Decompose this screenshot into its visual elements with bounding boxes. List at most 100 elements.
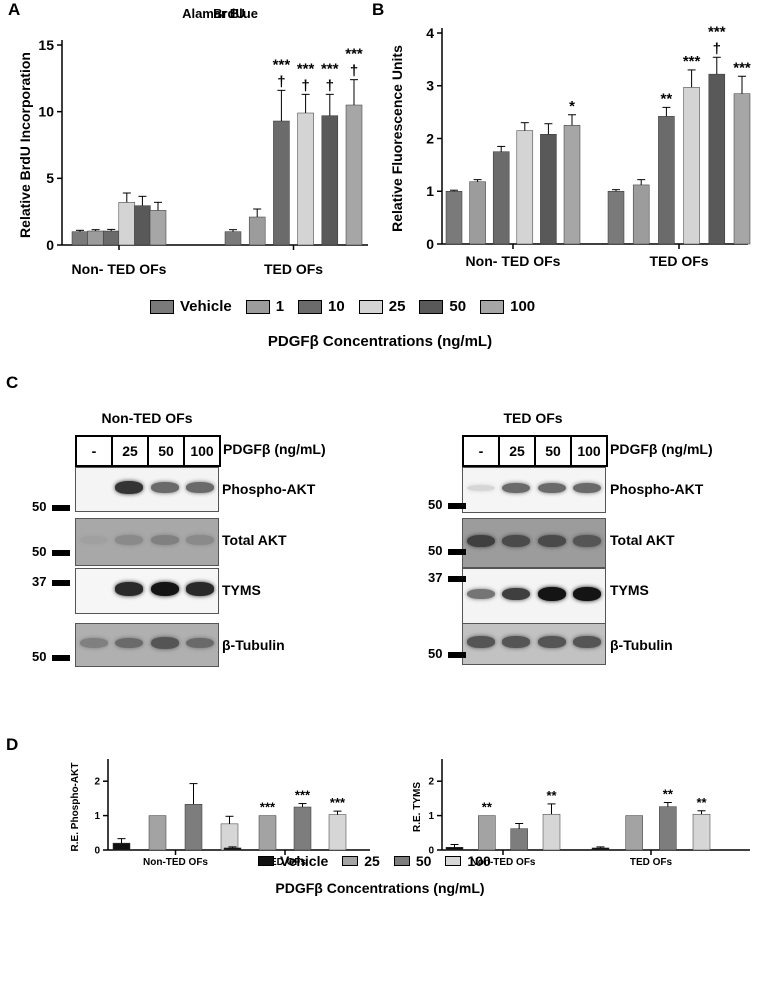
y-tick-label: 4 bbox=[426, 25, 434, 41]
blot-band bbox=[573, 535, 602, 547]
legend-label: 100 bbox=[510, 298, 536, 315]
significance-stars: *** bbox=[330, 795, 346, 810]
blot-row-label: TYMS bbox=[222, 582, 261, 598]
bar bbox=[345, 104, 363, 246]
blot-band bbox=[186, 482, 215, 493]
legend-swatch bbox=[419, 299, 444, 314]
legend-item: 25 bbox=[358, 298, 406, 315]
blot-band bbox=[150, 482, 179, 493]
legend-swatch bbox=[358, 299, 383, 314]
legend-top-caption: PDGFβ Concentrations (ng/mL) bbox=[267, 333, 493, 350]
blot-row-label: TYMS bbox=[610, 582, 649, 598]
y-tick-label: 0 bbox=[426, 236, 434, 252]
blot-band bbox=[573, 482, 602, 494]
blot-strip bbox=[462, 568, 606, 624]
concentration-table: -25 50 100 bbox=[462, 435, 608, 467]
blot-band bbox=[537, 535, 566, 547]
y-tick-label: 1 bbox=[426, 183, 434, 199]
blot-band bbox=[537, 587, 566, 601]
blot-row-label: Phospho-AKT bbox=[610, 481, 704, 497]
bar bbox=[478, 815, 496, 851]
legend-label: 50 bbox=[449, 298, 467, 315]
molecular-weight-tick bbox=[52, 505, 70, 511]
y-axis-label: R.E. Phospho-AKT bbox=[70, 763, 81, 852]
bar bbox=[683, 87, 700, 245]
significance-dagger: † bbox=[350, 63, 358, 80]
molecular-weight-tick bbox=[52, 580, 70, 586]
blot-band bbox=[502, 482, 531, 494]
blot-band bbox=[115, 582, 144, 596]
significance-stars: * bbox=[569, 98, 575, 115]
y-tick-label: 0 bbox=[46, 237, 54, 253]
legend-label: 25 bbox=[388, 298, 406, 315]
category-label: Non- TED OFs bbox=[72, 261, 167, 277]
bar bbox=[102, 230, 120, 246]
blot-row-label: Total AKT bbox=[222, 532, 287, 548]
blot-band bbox=[502, 587, 531, 601]
legend-label: Vehicle bbox=[180, 298, 232, 315]
significance-stars: *** bbox=[273, 56, 291, 73]
legend-swatch bbox=[480, 299, 505, 314]
molecular-weight-tick bbox=[448, 549, 466, 555]
brdu-chart: BrdU Relative BrdU Incorporation 0 5 10 15 Non… bbox=[17, 6, 368, 277]
legend-swatch bbox=[445, 856, 462, 866]
bar bbox=[708, 73, 726, 245]
lane-header: - bbox=[464, 437, 500, 465]
panel-label-d: D bbox=[6, 735, 19, 754]
tyms-quant-chart: R.E. TYMS 0 1 2 ** ** Non-TED OFs ** ** TED OFs bbox=[412, 759, 750, 868]
bar bbox=[658, 116, 675, 245]
blot-strip bbox=[75, 568, 219, 614]
blot-band bbox=[466, 636, 495, 648]
blot-row-label: β-Tubulin bbox=[610, 637, 673, 653]
category-label: TED OFs bbox=[630, 857, 673, 868]
category-label: Non- TED OFs bbox=[466, 253, 561, 269]
bar bbox=[659, 806, 677, 851]
alamar-blue-chart: Alamar Blue Relative Fluorescence Units 0 1… bbox=[182, 6, 751, 269]
treatment-label: PDGFβ (ng/mL) bbox=[610, 441, 713, 457]
legend-item: 10 bbox=[298, 298, 345, 315]
panel-label-a: A bbox=[8, 0, 21, 19]
legend-item: Vehicle bbox=[150, 298, 232, 315]
bar bbox=[445, 846, 464, 851]
category-label: TED OFs bbox=[264, 857, 307, 868]
legend-item: 100 bbox=[445, 853, 491, 869]
y-tick-label: 5 bbox=[46, 170, 54, 186]
blot-band bbox=[115, 637, 144, 649]
significance-stars: *** bbox=[297, 60, 315, 77]
blot-band bbox=[466, 484, 495, 492]
category-label: Non-TED OFs bbox=[143, 857, 208, 868]
legend-label: 100 bbox=[467, 853, 491, 869]
bar bbox=[112, 842, 131, 851]
legend-item: Vehicle bbox=[258, 853, 328, 869]
bar bbox=[469, 181, 486, 245]
panel-label-b: B bbox=[372, 0, 385, 19]
bar bbox=[184, 803, 203, 851]
significance-stars: *** bbox=[345, 46, 363, 63]
molecular-weight-tick bbox=[448, 503, 466, 509]
y-tick-label: 1 bbox=[94, 811, 100, 822]
bar bbox=[542, 813, 561, 851]
phospho-akt-quant-chart: R.E. Phospho-AKT 0 1 2 Non-TED OFs *** *** *** T… bbox=[70, 759, 370, 868]
bar bbox=[632, 184, 650, 245]
blot-band bbox=[115, 535, 144, 545]
y-tick-label: 3 bbox=[426, 78, 434, 94]
legend-label: 1 bbox=[275, 298, 285, 315]
significance-stars: ** bbox=[482, 800, 493, 815]
significance-stars: *** bbox=[683, 53, 701, 70]
bar bbox=[563, 125, 581, 245]
y-tick-label: 0 bbox=[428, 846, 434, 857]
lane-header: - bbox=[77, 437, 113, 465]
bar bbox=[118, 202, 136, 246]
molecular-weight-marker: 50 bbox=[428, 646, 443, 661]
chart-title: BrdU bbox=[213, 6, 245, 21]
y-tick-label: 2 bbox=[426, 130, 434, 146]
bar bbox=[591, 847, 610, 851]
bar bbox=[258, 815, 277, 851]
significance-stars: ** bbox=[546, 788, 557, 803]
blot-row-label: Phospho-AKT bbox=[222, 481, 316, 497]
molecular-weight-marker: 50 bbox=[428, 543, 443, 558]
significance-stars: *** bbox=[295, 788, 311, 803]
blot-band bbox=[186, 637, 215, 649]
significance-dagger: † bbox=[326, 77, 334, 94]
category-label: Non-TED OFs bbox=[471, 857, 536, 868]
